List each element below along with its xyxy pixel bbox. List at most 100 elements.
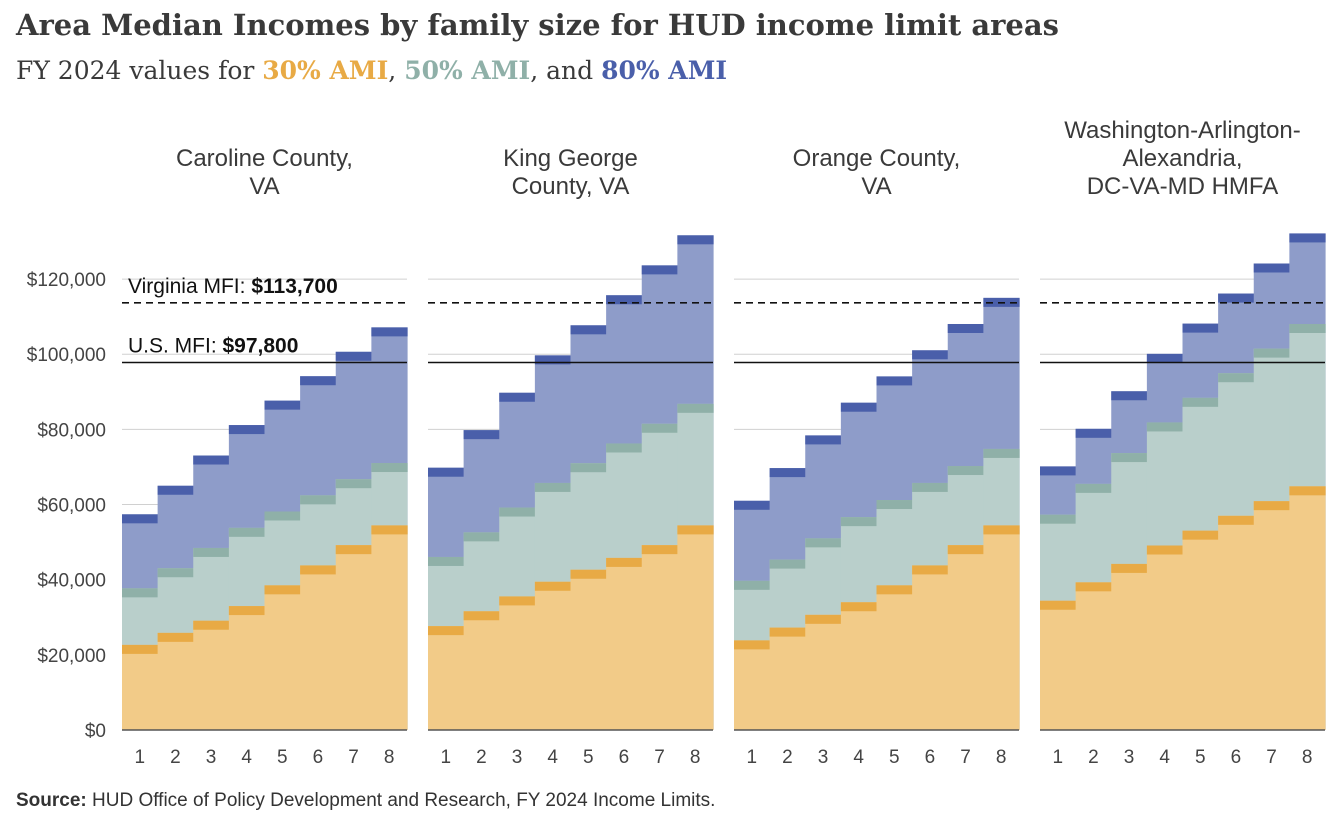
ami-30-bar-cap	[983, 525, 1020, 535]
ami-50-bar-cap	[1289, 323, 1326, 333]
legend-80-ami: 80% AMI	[601, 56, 728, 85]
ami-30-bar	[1040, 600, 1077, 730]
ami-50-bar-cap	[606, 443, 643, 453]
subtitle-sep-1: ,	[388, 56, 405, 85]
ami-50-bar-cap	[428, 556, 465, 566]
ami-80-bar-cap	[228, 425, 266, 435]
x-tick-label: 4	[853, 747, 864, 768]
x-tick-label: 5	[583, 747, 594, 768]
us-mfi-label: U.S. MFI: $97,800	[128, 335, 298, 358]
ami-80-bar-cap	[428, 467, 465, 477]
ami-30-bar-cap	[193, 620, 230, 630]
ami-80-bar-cap	[264, 400, 301, 410]
x-tick-label: 2	[1088, 747, 1099, 768]
x-tick-label: 3	[512, 747, 523, 768]
ami-30-bar-cap	[734, 640, 771, 650]
ami-50-bar-cap	[805, 538, 842, 548]
ami-80-bar-cap	[570, 325, 607, 335]
ami-30-bar	[1111, 563, 1148, 730]
ami-30-bar	[228, 606, 266, 730]
ami-30-bar-cap	[300, 565, 337, 575]
ami-30-bar-cap	[1218, 515, 1255, 525]
ami-80-bar-cap	[677, 235, 714, 245]
ami-80-bar-cap	[734, 500, 771, 510]
x-tick-label: 1	[441, 747, 452, 768]
y-tick-label: $20,000	[37, 646, 106, 667]
panel-title-line: VA	[249, 173, 279, 200]
ami-30-bar-cap	[371, 525, 408, 535]
ami-80-bar-cap	[769, 468, 806, 478]
reference-line-value: $97,800	[223, 335, 299, 358]
ami-30-bar	[805, 614, 842, 730]
ami-30-bar-cap	[1075, 582, 1112, 592]
ami-80-bar-cap	[371, 327, 408, 337]
ami-30-bar	[335, 545, 372, 730]
ami-50-bar-cap	[840, 517, 878, 527]
ami-80-bar-cap	[947, 323, 984, 333]
ami-30-bar-cap	[570, 569, 607, 579]
ami-30-bar	[371, 525, 408, 730]
y-tick-label: $120,000	[27, 270, 106, 291]
x-tick-label: 2	[476, 747, 487, 768]
source-text: HUD Office of Policy Development and Res…	[86, 790, 716, 811]
ami-50-bar-cap	[193, 547, 230, 557]
ami-30-bar	[677, 525, 714, 730]
y-tick-label: $0	[85, 721, 106, 742]
ami-50-bar-cap	[1146, 422, 1184, 432]
ami-80-bar-cap	[193, 455, 230, 465]
ami-50-bar-cap	[876, 500, 913, 510]
x-tick-label: 8	[1302, 747, 1313, 768]
ami-30-bar-cap	[428, 626, 465, 636]
ami-30-bar	[1075, 582, 1112, 730]
x-tick-label: 8	[996, 747, 1007, 768]
ami-30-bar	[769, 627, 806, 730]
x-tick-label: 5	[1195, 747, 1206, 768]
ami-80-bar-cap	[840, 402, 878, 412]
x-tick-label: 3	[206, 747, 217, 768]
ami-30-bar-cap	[606, 557, 643, 567]
y-tick-label: $100,000	[27, 345, 106, 366]
ami-30-bar-cap	[912, 565, 949, 575]
ami-50-bar-cap	[947, 466, 984, 476]
ami-30-bar-cap	[1146, 545, 1184, 555]
subtitle-sep-2: , and	[530, 56, 602, 85]
legend-30-ami: 30% AMI	[262, 56, 389, 85]
ami-30-bar-cap	[805, 614, 842, 624]
ami-80-bar-cap	[1146, 353, 1184, 363]
ami-30-bar	[947, 545, 984, 730]
x-tick-label: 4	[1159, 747, 1170, 768]
ami-50-bar-cap	[641, 423, 678, 433]
ami-30-bar	[193, 620, 230, 730]
chart-title: Area Median Incomes by family size for H…	[16, 8, 1059, 42]
x-tick-label: 7	[960, 747, 971, 768]
ami-30-bar	[570, 569, 607, 730]
ami-80-bar-cap	[122, 514, 159, 524]
ami-50-bar-cap	[228, 527, 266, 537]
ami-50-bar-cap	[157, 568, 194, 578]
ami-30-bar	[534, 581, 572, 730]
source-note: Source: HUD Office of Policy Development…	[16, 790, 715, 812]
x-tick-label: 8	[690, 747, 701, 768]
panel-4: Washington-Arlington-Alexandria,DC-VA-MD…	[1040, 117, 1326, 768]
ami-80-bar-cap	[1075, 428, 1112, 438]
ami-30-bar	[876, 585, 913, 730]
ami-30-bar-cap	[122, 644, 159, 654]
x-tick-label: 7	[654, 747, 665, 768]
source-label: Source:	[16, 790, 87, 811]
x-tick-label: 6	[313, 747, 324, 768]
ami-30-bar-cap	[264, 585, 301, 595]
ami-30-bar	[1182, 530, 1219, 730]
ami-80-bar-cap	[641, 265, 678, 275]
ami-80-bar-cap	[1111, 391, 1148, 401]
ami-30-bar-cap	[228, 606, 266, 616]
ami-30-bar	[499, 596, 536, 730]
panel-title-line: Caroline County,	[176, 145, 353, 172]
ami-30-bar	[912, 565, 949, 730]
ami-30-bar	[157, 632, 194, 730]
ami-50-bar-cap	[983, 448, 1020, 458]
panel-title-line: Washington-Arlington-	[1064, 117, 1301, 144]
x-tick-label: 4	[241, 747, 252, 768]
x-tick-label: 6	[1231, 747, 1242, 768]
